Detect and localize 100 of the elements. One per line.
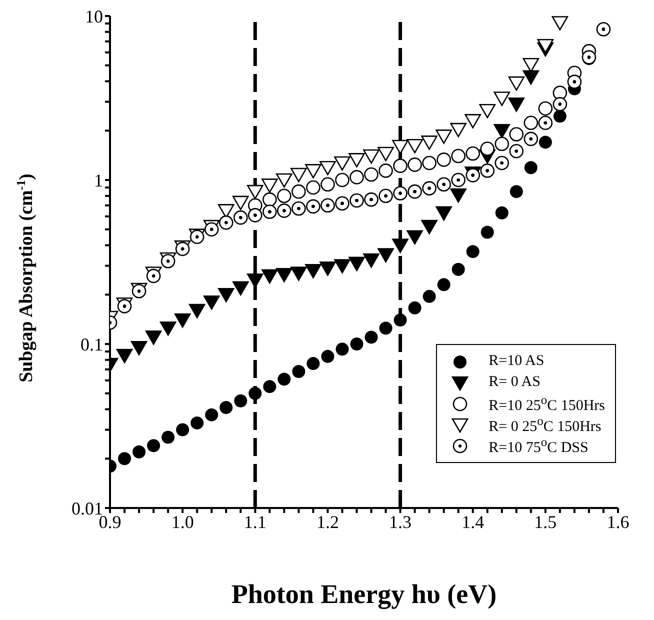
- point: [292, 184, 306, 199]
- point: [305, 264, 322, 278]
- point: [262, 204, 277, 219]
- point: [248, 208, 262, 222]
- point: [524, 132, 538, 146]
- point: [262, 192, 277, 207]
- y-tick-label: 1: [94, 170, 103, 190]
- point: [408, 184, 422, 199]
- point: [422, 156, 436, 170]
- point: [508, 98, 525, 112]
- point: [406, 230, 423, 245]
- point: [524, 161, 538, 174]
- point: [450, 122, 466, 138]
- point: [494, 156, 510, 170]
- point: [422, 290, 436, 303]
- point: [132, 445, 146, 458]
- point: [276, 173, 292, 188]
- point: [494, 92, 510, 106]
- point: [232, 281, 249, 296]
- point: [363, 149, 380, 164]
- point: [567, 74, 582, 89]
- point: [509, 144, 524, 158]
- point: [421, 220, 438, 234]
- point: [522, 70, 540, 85]
- x-tick-label: 1.5: [534, 512, 557, 532]
- point: [277, 188, 292, 204]
- point: [160, 321, 176, 336]
- point: [277, 204, 292, 218]
- point: [246, 274, 264, 288]
- legend-label: R=10 25$^{o}$C 150Hrs: [488, 392, 605, 414]
- point: [552, 16, 568, 30]
- point: [147, 439, 160, 452]
- point: [162, 430, 175, 444]
- point: [552, 97, 568, 112]
- point: [290, 266, 307, 281]
- point: [464, 114, 482, 128]
- point: [306, 199, 320, 214]
- legend-label: R=10 75$^{o}$C DSS: [488, 434, 588, 456]
- point: [524, 116, 538, 130]
- point: [537, 38, 554, 54]
- point: [233, 210, 248, 225]
- point: [408, 158, 422, 172]
- point: [306, 180, 320, 195]
- legend-label: R= 0 AS: [488, 374, 540, 391]
- point: [450, 188, 466, 203]
- point: [263, 380, 276, 394]
- point: [451, 172, 466, 188]
- point: [348, 256, 365, 272]
- point: [350, 338, 364, 350]
- point: [130, 341, 148, 356]
- x-tick-label: 1.1: [244, 512, 266, 532]
- point: [364, 330, 378, 344]
- point: [538, 101, 553, 116]
- point: [334, 259, 350, 274]
- point: [538, 116, 553, 130]
- point: [246, 184, 264, 200]
- point: [320, 198, 335, 213]
- point: [378, 164, 393, 178]
- x-axis-title: Photon Energy hυ (eV): [231, 579, 497, 609]
- point: [436, 206, 452, 221]
- point: [378, 188, 393, 204]
- point: [335, 196, 350, 211]
- point: [437, 278, 450, 292]
- point: [118, 452, 132, 466]
- x-tick-label: 1.0: [171, 512, 194, 532]
- point: [348, 153, 365, 168]
- point: [350, 193, 364, 208]
- point: [334, 156, 350, 171]
- point: [494, 124, 510, 138]
- point: [422, 181, 436, 196]
- point: [510, 185, 523, 198]
- point: [276, 268, 292, 282]
- legend-label: R=10 AS: [488, 353, 544, 370]
- point: [364, 167, 378, 182]
- point: [436, 152, 451, 167]
- point: [392, 140, 408, 154]
- point: [176, 423, 190, 436]
- y-tick-label: 10: [85, 6, 103, 26]
- point: [116, 348, 133, 364]
- x-tick-label: 1.6: [606, 512, 630, 532]
- point: [480, 164, 495, 178]
- point: [480, 226, 494, 239]
- point: [262, 178, 278, 193]
- point: [248, 386, 262, 400]
- point: [466, 146, 480, 161]
- point: [596, 22, 611, 36]
- point: [305, 164, 322, 178]
- point: [553, 110, 566, 123]
- point: [479, 104, 496, 118]
- point: [190, 416, 204, 430]
- point: [320, 160, 336, 176]
- point: [408, 301, 422, 314]
- point: [232, 196, 249, 210]
- point: [320, 177, 335, 192]
- point: [218, 288, 234, 302]
- point: [421, 136, 438, 150]
- point: [220, 401, 233, 414]
- point: [320, 262, 336, 276]
- point: [452, 262, 465, 276]
- point: [466, 245, 480, 258]
